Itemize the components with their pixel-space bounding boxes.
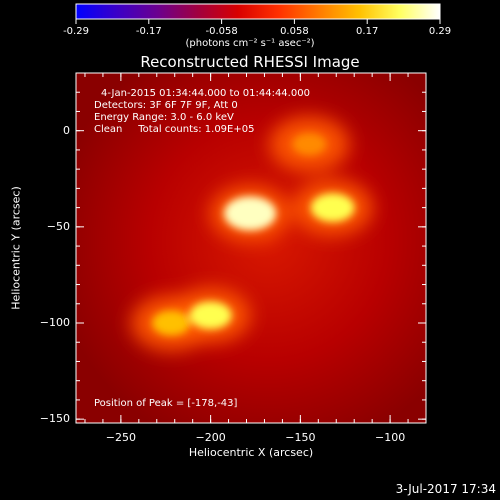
colorbar-tick-label: -0.29 (63, 26, 89, 37)
colorbar-tick-label: 0.17 (356, 26, 379, 37)
x-axis-label: Heliocentric X (arcsec) (188, 446, 314, 459)
footer-date: 3-Jul-2017 17:34 (395, 482, 496, 496)
plot-frame (75, 72, 427, 424)
source-core (310, 193, 355, 222)
x-tick-label: −200 (195, 431, 226, 444)
source-core (189, 301, 232, 330)
source-core (292, 132, 327, 156)
colorbar-tick-label: 0.058 (280, 26, 309, 37)
y-tick-label: −50 (46, 219, 70, 233)
peak-position-label: Position of Peak = [-178,-43] (94, 398, 238, 409)
y-axis-label: Heliocentric Y (arcsec) (9, 186, 23, 310)
colorbar-tick-label: -0.17 (135, 26, 162, 37)
source-core (152, 310, 191, 336)
x-tick-label: −100 (374, 431, 406, 444)
colorbar-ticks (75, 19, 441, 24)
source-core (224, 196, 277, 231)
heatmap-image (76, 73, 426, 423)
colorbar-tick-label: -0.058 (205, 26, 238, 37)
y-tick-label: −150 (39, 412, 70, 426)
annotation-detectors: Detectors: 3F 6F 7F 9F, Att 0 (94, 100, 238, 111)
axis-ticks (76, 72, 427, 423)
colorbar (76, 4, 440, 19)
x-tick-label: −250 (105, 431, 136, 444)
colorbar-unit-label: (photons cm⁻² s⁻¹ asec⁻²) (185, 38, 315, 49)
colorbar-tick-label: 0.29 (428, 26, 452, 37)
annotation-time-range: 4-Jan-2015 01:34:44.000 to 01:44:44.000 (101, 88, 310, 99)
x-tick-label: −150 (285, 431, 316, 444)
y-tick-label: 0 (63, 123, 70, 137)
y-tick-label: −100 (39, 316, 70, 329)
annotation-energy-range: Energy Range: 3.0 - 6.0 keV (94, 112, 234, 123)
chart-title: Reconstructed RHESSI Image (140, 53, 360, 71)
annotation-clean-counts: Clean Total counts: 1.09E+05 (94, 124, 255, 135)
